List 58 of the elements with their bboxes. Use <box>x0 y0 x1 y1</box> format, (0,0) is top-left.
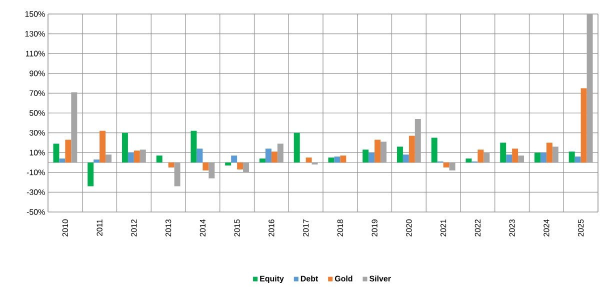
bar <box>71 92 78 163</box>
bar <box>225 162 232 166</box>
bar <box>362 150 369 163</box>
bar <box>380 142 387 163</box>
bar <box>168 162 174 168</box>
bar <box>340 156 346 163</box>
bar <box>484 152 490 163</box>
bar <box>271 152 278 163</box>
bar <box>265 148 272 163</box>
bar <box>259 158 266 163</box>
bar <box>586 14 593 163</box>
bar <box>106 154 112 163</box>
bar <box>540 152 546 163</box>
bar <box>466 158 472 163</box>
bar <box>449 162 456 171</box>
bar <box>94 160 100 163</box>
bar <box>574 156 581 163</box>
bar <box>396 146 403 163</box>
bar <box>208 162 215 179</box>
bar <box>231 156 238 163</box>
bar <box>334 156 340 163</box>
bar <box>202 162 209 171</box>
bar <box>534 152 540 163</box>
bar <box>88 162 94 186</box>
bar <box>546 142 552 163</box>
bar <box>134 150 140 163</box>
bar <box>122 133 128 163</box>
bar <box>580 88 587 163</box>
bar <box>478 150 484 163</box>
bar <box>500 142 506 163</box>
bar <box>277 144 284 163</box>
bar <box>408 136 415 163</box>
bar <box>518 156 524 163</box>
bar <box>552 146 558 163</box>
bar <box>374 140 381 163</box>
bar <box>190 131 197 163</box>
bar <box>414 119 421 163</box>
bar <box>402 154 409 163</box>
bar <box>65 140 72 163</box>
bar <box>156 156 162 163</box>
bar <box>243 162 250 173</box>
bar <box>431 138 438 163</box>
bar <box>237 162 244 170</box>
bar <box>196 148 203 163</box>
bar <box>100 131 106 163</box>
bar <box>59 158 66 163</box>
bar <box>368 152 375 163</box>
bar <box>443 162 450 168</box>
bar <box>128 152 134 163</box>
bar <box>294 133 300 163</box>
bar <box>53 144 60 163</box>
bar <box>328 158 334 163</box>
bar <box>568 152 575 163</box>
bar <box>140 150 146 163</box>
bar <box>506 154 512 163</box>
bar <box>306 158 312 163</box>
bar <box>174 162 180 186</box>
bar <box>512 148 518 163</box>
